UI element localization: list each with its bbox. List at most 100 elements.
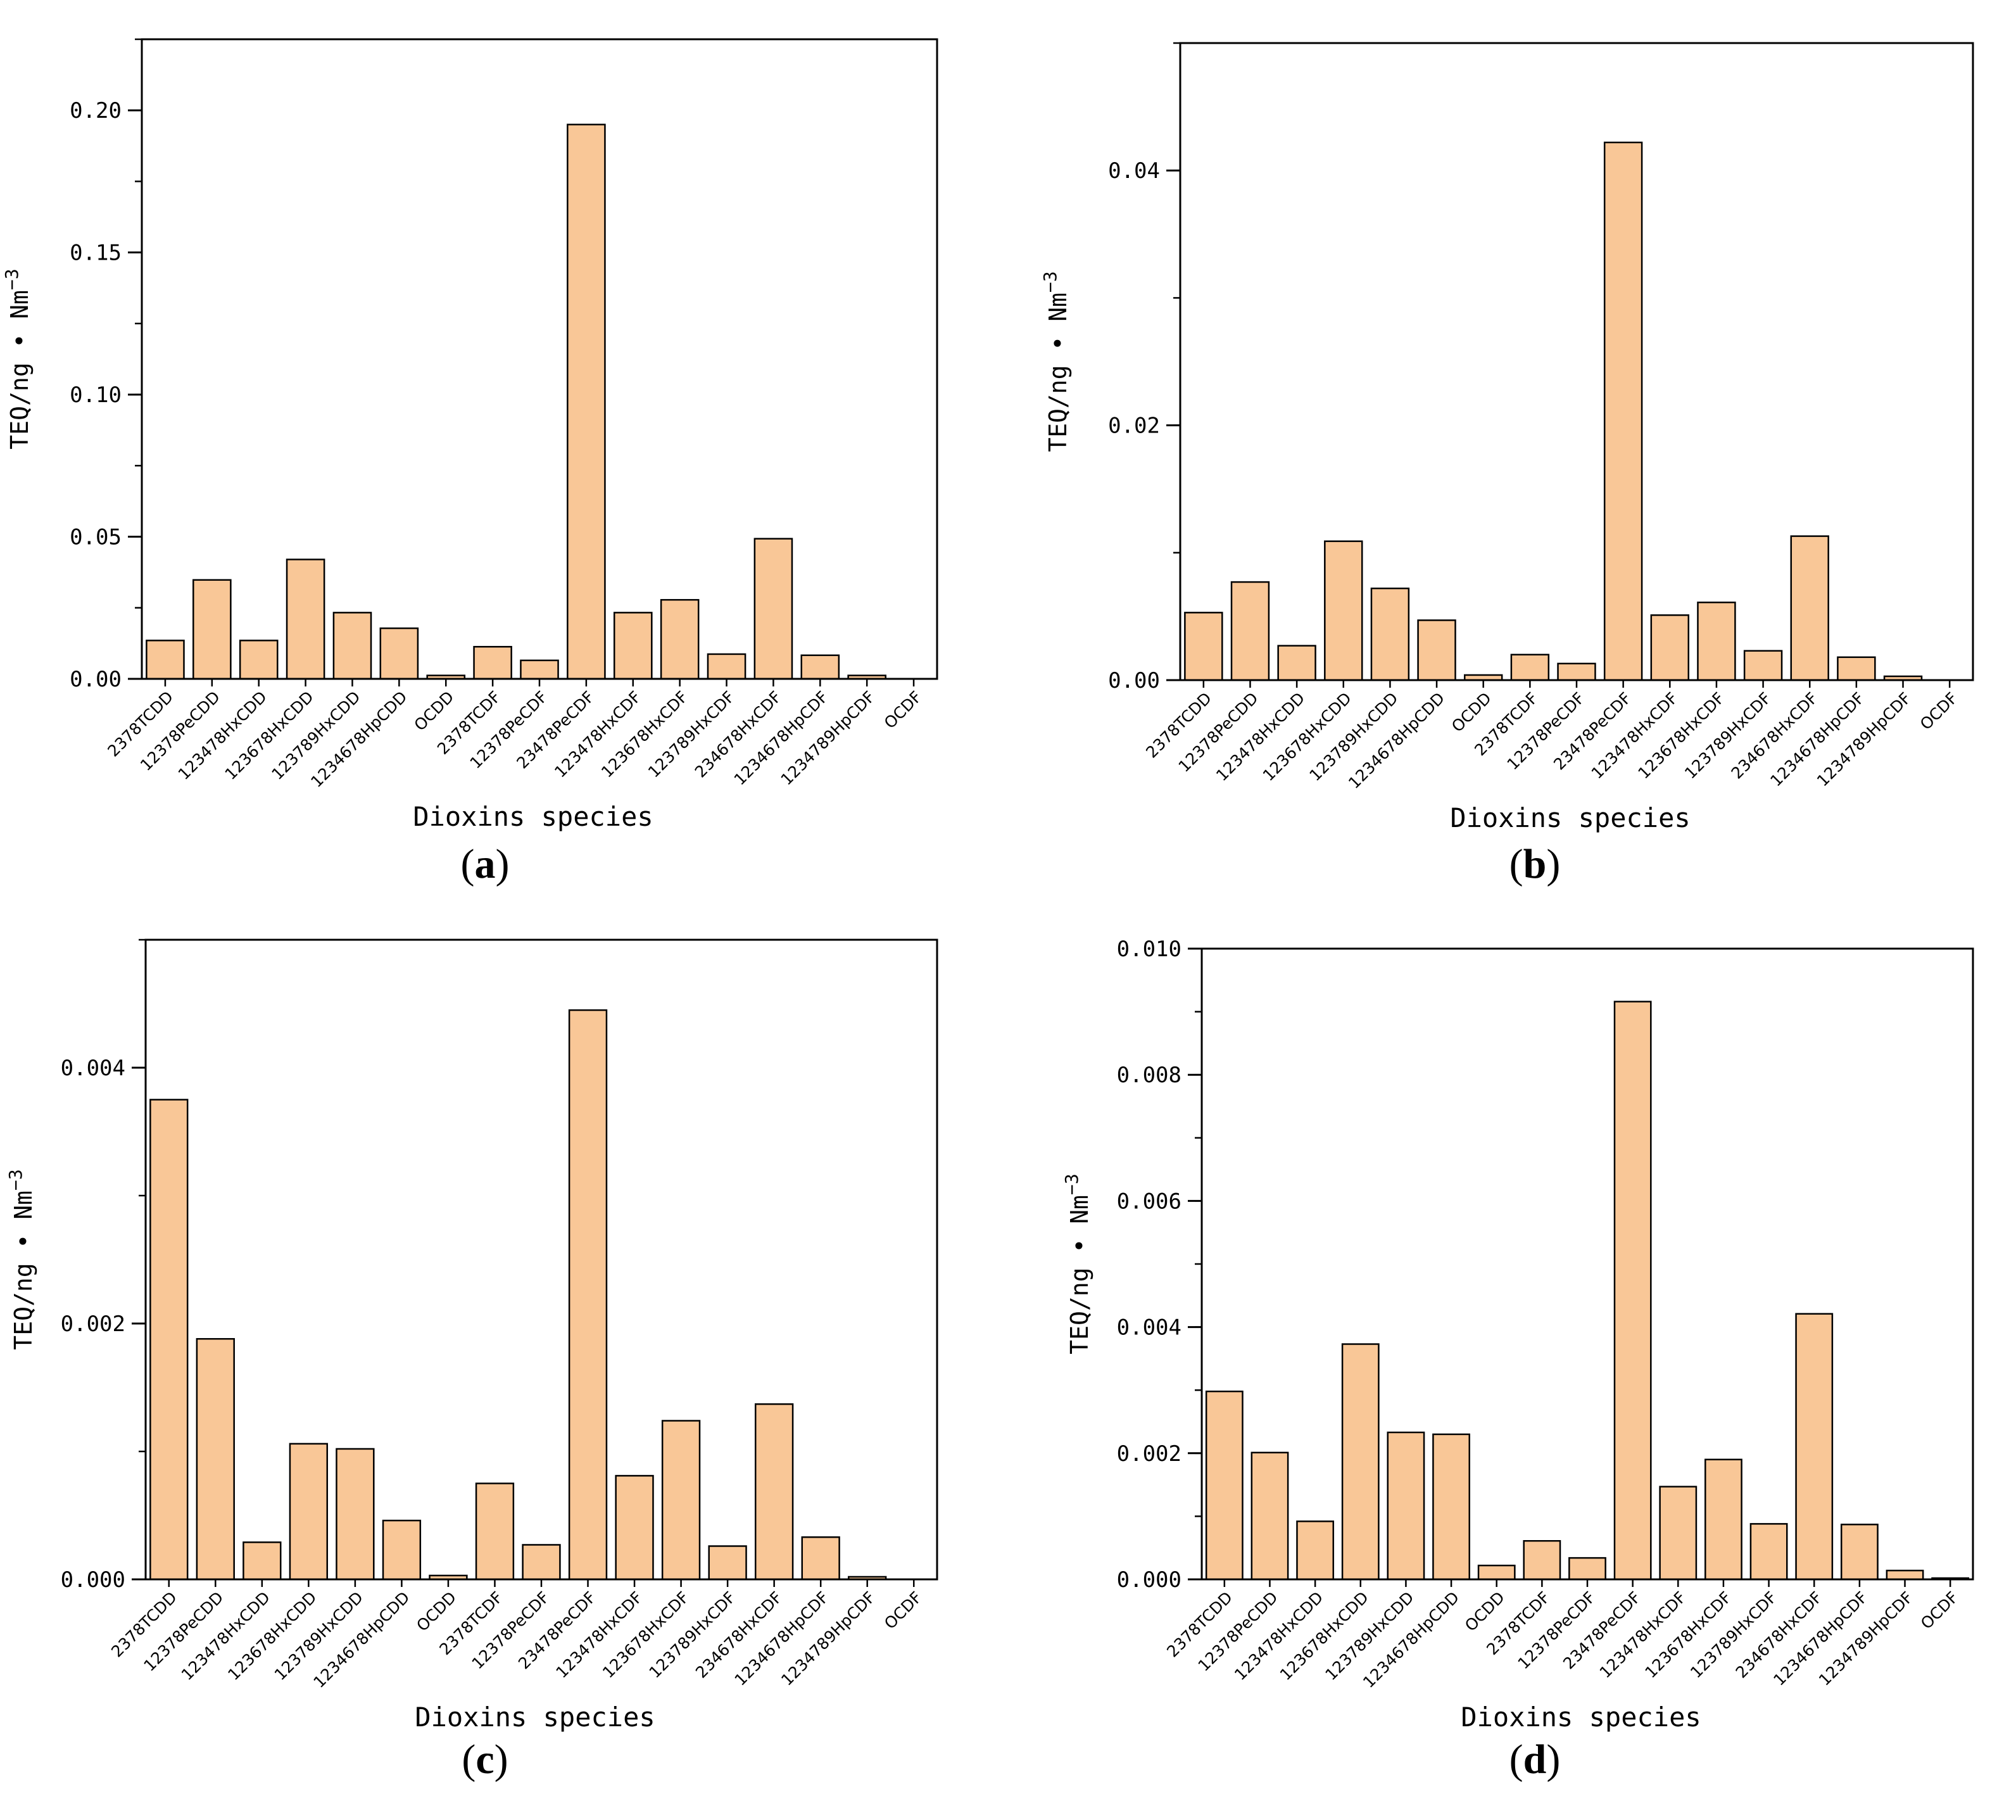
bar-12378PeCDF	[1557, 662, 1596, 681]
plot-frame	[1179, 42, 1974, 681]
bar-2378TCDD	[1205, 1390, 1244, 1581]
y-tick-label: 0.010	[1117, 937, 1181, 962]
x-tick-label: 12378PeCDD	[140, 1588, 227, 1675]
y-tick-label: 0.15	[70, 241, 122, 266]
bar-1234678HpCDF	[801, 1536, 840, 1581]
bar-12378PeCDF	[1568, 1557, 1606, 1581]
bar-23478PeCDF	[1603, 141, 1643, 681]
bar-123678HxCDF	[1704, 1458, 1742, 1581]
bar-123478HxCDF	[1659, 1486, 1698, 1581]
bar-12378PeCDD	[192, 579, 232, 680]
bar-123789HxCDF	[707, 653, 747, 680]
bar-2378TCDF	[1523, 1539, 1561, 1581]
y-tick-label: 0.04	[1108, 158, 1160, 184]
x-tick-label: 12378PeCDD	[1175, 689, 1261, 776]
chart-panel-c: 0.0000.0020.0042378TCDD12378PeCDD123478H…	[5, 938, 938, 1783]
bar-1234678HpCDF	[1837, 656, 1876, 681]
bar-123678HxCDD	[286, 559, 325, 680]
bar-123789HxCDD	[1387, 1431, 1425, 1581]
x-tick-label: OCDF	[881, 688, 926, 733]
y-tick-label: 0.004	[61, 1056, 125, 1081]
x-tick-label: OCDF	[1917, 1588, 1962, 1633]
bar-123678HxCDD	[289, 1443, 329, 1581]
bar-123478HxCDF	[1650, 614, 1690, 681]
x-tick-label: 12378PeCDD	[1194, 1588, 1281, 1675]
bar-123678HxCDF	[1697, 602, 1736, 681]
x-tick-label: 12378PeCDF	[1514, 1588, 1599, 1673]
bar-23478PeCDF	[567, 123, 606, 680]
y-tick-label: 0.004	[1117, 1315, 1181, 1341]
bar-23478PeCDF	[568, 1009, 608, 1581]
bar-12378PeCDF	[522, 1544, 561, 1581]
bar-123789HxCDF	[1743, 650, 1783, 681]
bar-12378PeCDF	[520, 659, 559, 680]
x-axis-title: Dioxins species	[1461, 1702, 1701, 1733]
bar-234678HxCDF	[1795, 1313, 1834, 1581]
bar-2378TCDF	[473, 646, 512, 680]
bar-1234789HpCDF	[1886, 1569, 1924, 1581]
bar-123789HxCDF	[708, 1545, 747, 1581]
bar-123678HxCDD	[1341, 1343, 1380, 1581]
bar-1234678HpCDD	[382, 1519, 422, 1581]
bar-234678HxCDF	[753, 538, 793, 680]
y-axis-title: TEQ/ng • Nm−3	[1040, 271, 1072, 452]
x-tick-label: 12378PeCDD	[137, 688, 224, 774]
panel-caption: (b)	[1509, 841, 1561, 887]
chart-panel-a: 0.000.050.100.150.202378TCDD12378PeCDD12…	[1, 38, 938, 887]
bar-123678HxCDF	[661, 1420, 701, 1581]
plot-frame	[141, 38, 938, 680]
bar-234678HxCDF	[1790, 535, 1829, 681]
bar-234678HxCDF	[754, 1403, 794, 1581]
chart-panel-d: 0.0000.0020.0040.0060.0080.0102378TCDD12…	[1061, 937, 1974, 1783]
bar-123789HxCDD	[1370, 587, 1410, 681]
bar-123789HxCDD	[332, 612, 372, 680]
bar-1234678HpCDF	[1840, 1524, 1879, 1581]
y-tick-label: 0.10	[70, 382, 122, 408]
bar-12378PeCDD	[196, 1337, 235, 1581]
bar-123678HxCDD	[1324, 540, 1363, 681]
y-tick-label: 0.00	[1108, 668, 1160, 693]
y-tick-label: 0.00	[70, 667, 122, 692]
bar-OCDD	[1477, 1564, 1516, 1581]
x-axis-title: Dioxins species	[415, 1702, 655, 1733]
y-axis-title: TEQ/ng • Nm−3	[1, 269, 34, 449]
bar-23478PeCDF	[1613, 1001, 1652, 1581]
bar-123789HxCDF	[1749, 1523, 1788, 1581]
bar-1234678HpCDF	[800, 654, 840, 680]
bar-1234678HpCDD	[1432, 1433, 1470, 1581]
plot-frame	[1200, 947, 1974, 1581]
y-tick-label: 0.000	[61, 1567, 125, 1593]
bar-1234678HpCDD	[1417, 619, 1456, 681]
panel-caption: (a)	[461, 841, 510, 887]
x-axis-title: Dioxins species	[413, 801, 653, 832]
bar-12378PeCDD	[1230, 581, 1270, 681]
panel-caption: (d)	[1509, 1736, 1561, 1783]
bar-123478HxCDD	[1296, 1520, 1335, 1581]
y-tick-label: 0.002	[1117, 1441, 1181, 1467]
x-tick-label: OCDD	[410, 688, 457, 735]
bar-123478HxCDF	[613, 612, 653, 680]
bar-123478HxCDD	[243, 1541, 282, 1581]
bar-2378TCDF	[1510, 654, 1550, 681]
y-tick-label: 0.000	[1117, 1567, 1181, 1593]
bar-1234678HpCDD	[379, 627, 419, 680]
bar-123478HxCDF	[615, 1475, 654, 1581]
x-tick-label: 234678HxCDF	[691, 688, 785, 781]
bar-2378TCDF	[475, 1482, 515, 1581]
chart-panel-b: 0.000.020.042378TCDD12378PeCDD123478HxCD…	[1040, 42, 1974, 887]
x-tick-label: 123678HxCDF	[598, 688, 691, 781]
y-axis-title: TEQ/ng • Nm−3	[1061, 1173, 1093, 1354]
y-axis-title: TEQ/ng • Nm−3	[5, 1169, 37, 1349]
bar-123478HxCDD	[1277, 645, 1316, 681]
x-tick-label: 123789HxCDF	[645, 688, 738, 781]
bar-12378PeCDD	[1251, 1451, 1289, 1581]
x-tick-label: OCDF	[881, 1588, 926, 1633]
y-tick-label: 0.006	[1117, 1189, 1181, 1214]
y-tick-label: 0.05	[70, 525, 122, 550]
bar-123678HxCDF	[660, 598, 700, 680]
y-tick-label: 0.02	[1108, 414, 1160, 439]
y-tick-label: 0.002	[61, 1311, 125, 1337]
bar-2378TCDD	[1184, 612, 1223, 681]
x-tick-label: 123478HxCDF	[551, 688, 645, 781]
